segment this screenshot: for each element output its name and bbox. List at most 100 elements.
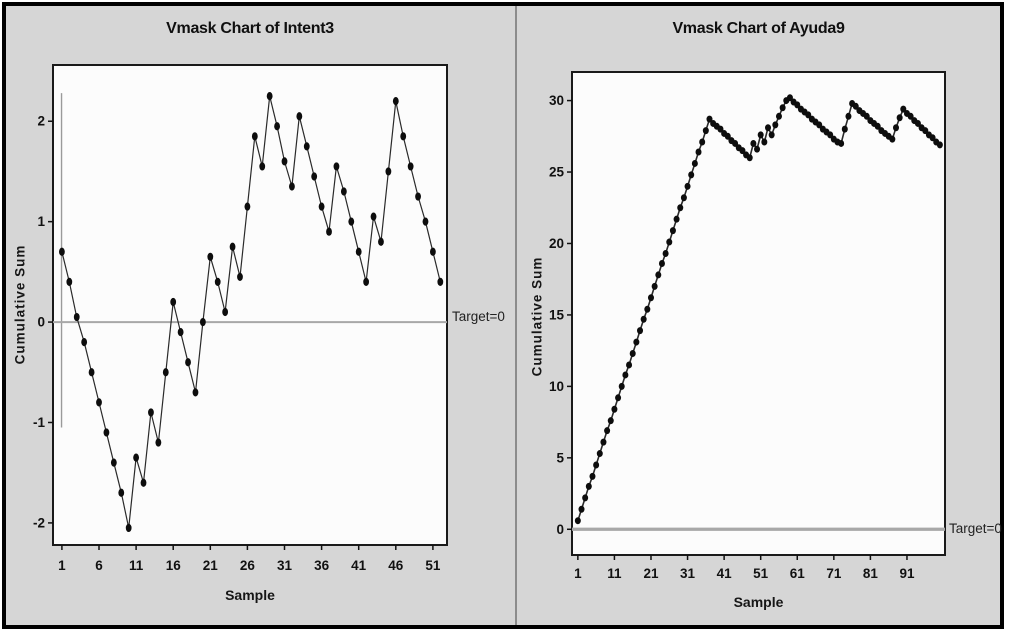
data-point [266, 92, 273, 101]
data-point [739, 147, 746, 155]
x-tick-label: 51 [753, 566, 769, 581]
data-point [237, 272, 243, 281]
data-point [370, 212, 377, 221]
data-point [852, 102, 859, 110]
data-point [673, 215, 680, 223]
chart-panel-ayuda9: Vmask Chart of Ayuda9 Cumulative Sum 1 11… [516, 6, 1002, 625]
data-point [717, 125, 724, 133]
data-point [838, 139, 845, 147]
data-point [889, 135, 896, 143]
data-point [378, 237, 384, 246]
data-point [363, 277, 370, 287]
data-point [724, 132, 731, 140]
x-tick-label: 1 [58, 558, 66, 573]
plot-area [571, 71, 946, 556]
data-point [162, 368, 169, 377]
target-line-label: Target=0 [452, 309, 505, 324]
data-point [110, 458, 117, 467]
data-point [185, 358, 191, 367]
data-point [199, 317, 206, 327]
data-point [318, 202, 325, 211]
data-point [326, 227, 332, 236]
data-point [651, 282, 658, 290]
data-point [207, 252, 214, 261]
data-point [746, 154, 753, 162]
data-point [355, 247, 362, 256]
data-point [589, 472, 596, 480]
data-point [922, 127, 929, 135]
x-tick-label: 21 [203, 558, 219, 573]
x-tick-label: 31 [277, 558, 293, 573]
data-point [73, 312, 80, 322]
data-point [900, 105, 907, 113]
data-point [691, 159, 698, 167]
data-point [259, 162, 266, 171]
data-point [695, 148, 702, 156]
x-tick-label: 11 [607, 566, 622, 581]
data-point [772, 121, 779, 129]
data-point [574, 517, 581, 525]
data-point [658, 259, 665, 267]
x-tick-label: 11 [129, 558, 144, 573]
data-point [896, 114, 903, 122]
data-point [615, 394, 622, 402]
data-point [296, 112, 303, 121]
data-point [677, 204, 684, 212]
data-point [607, 417, 614, 425]
data-point [761, 138, 768, 146]
data-point [626, 361, 633, 369]
data-point [892, 124, 899, 132]
x-tick-label: 36 [314, 558, 330, 573]
data-point [66, 277, 73, 287]
plot-area [52, 64, 448, 546]
panel-divider [515, 6, 517, 625]
data-point [816, 121, 823, 129]
x-tick-label: 1 [574, 566, 582, 581]
data-point [407, 162, 414, 171]
y-tick-label: 25 [549, 165, 565, 180]
data-point [845, 112, 852, 120]
y-tick-label: 30 [549, 93, 564, 108]
data-point [348, 217, 355, 226]
data-point [805, 111, 812, 119]
data-point [907, 112, 914, 120]
data-point [59, 247, 65, 256]
data-point [251, 132, 258, 141]
data-point [647, 294, 654, 302]
data-point [177, 328, 184, 337]
data-point [757, 131, 764, 139]
data-point [600, 438, 607, 446]
data-point [333, 162, 340, 171]
data-point [422, 217, 429, 226]
x-tick-label: 71 [826, 566, 842, 581]
cusum-line [61, 95, 441, 529]
target-line-label: Target=0 [949, 521, 1002, 536]
data-point [914, 119, 921, 127]
x-tick-label: 21 [643, 566, 659, 581]
x-tick-label: 46 [388, 558, 404, 573]
data-point [385, 167, 392, 176]
data-point [768, 131, 775, 139]
data-point [702, 127, 709, 135]
data-point [666, 238, 673, 246]
data-point [936, 141, 943, 149]
data-point [662, 249, 669, 257]
data-point [214, 277, 221, 287]
data-point [155, 438, 162, 447]
data-point [622, 371, 629, 379]
data-point [274, 122, 280, 131]
data-point [578, 505, 585, 513]
data-point [929, 134, 936, 142]
data-point [640, 315, 647, 323]
data-point [118, 488, 125, 497]
x-axis-title: Sample [733, 594, 784, 610]
data-point [669, 227, 676, 235]
data-point [88, 368, 95, 377]
data-point [754, 145, 761, 153]
data-point [415, 192, 421, 201]
data-point [618, 382, 625, 390]
data-point [644, 305, 651, 313]
